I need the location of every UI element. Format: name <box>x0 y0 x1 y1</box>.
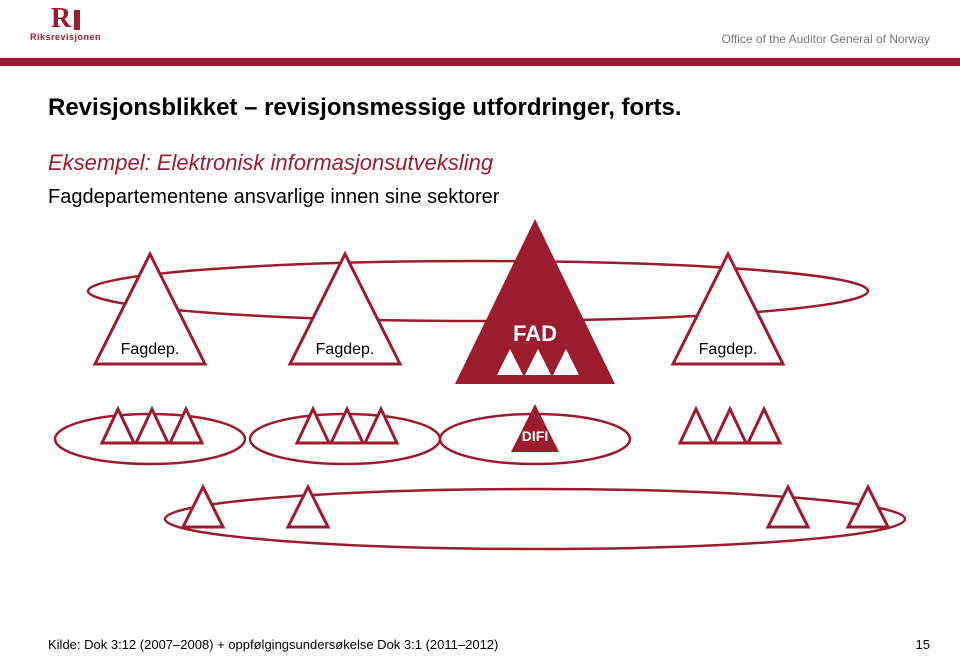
body-text: Fagdepartementene ansvarlige innen sine … <box>48 186 912 209</box>
svg-text:DIFI: DIFI <box>522 428 548 444</box>
page-number: 15 <box>916 637 930 652</box>
logo: R Riksrevisjonen <box>30 8 101 42</box>
header: R Riksrevisjonen Office of the Auditor G… <box>0 0 960 58</box>
source-footer: Kilde: Dok 3:12 (2007–2008) + oppfølging… <box>48 637 498 652</box>
svg-text:FAD: FAD <box>513 321 557 346</box>
example-subtitle: Eksempel: Elektronisk informasjonsutveks… <box>48 150 912 176</box>
content: Revisjonsblikket – revisjonsmessige utfo… <box>0 66 960 559</box>
office-subtitle: Office of the Auditor General of Norway <box>721 32 930 46</box>
logo-bar-icon <box>74 10 80 30</box>
page-title: Revisjonsblikket – revisjonsmessige utfo… <box>48 94 912 122</box>
logo-text: Riksrevisjonen <box>30 32 101 42</box>
diagram-svg: Fagdep. Fagdep. FAD Fagdep. DIFI <box>48 219 908 559</box>
logo-letter: R <box>51 8 71 30</box>
header-divider <box>0 58 960 66</box>
svg-text:Fagdep.: Fagdep. <box>121 341 180 358</box>
svg-text:Fagdep.: Fagdep. <box>316 341 375 358</box>
svg-text:Fagdep.: Fagdep. <box>699 341 758 358</box>
diagram: Fagdep. Fagdep. FAD Fagdep. DIFI <box>48 219 908 559</box>
